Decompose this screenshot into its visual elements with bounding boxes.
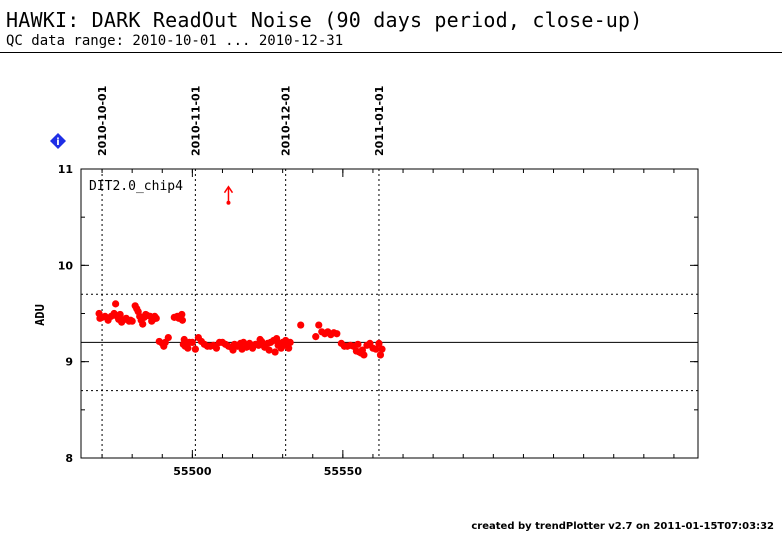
data-point bbox=[286, 338, 294, 346]
data-point bbox=[333, 330, 341, 338]
data-point bbox=[128, 317, 136, 325]
data-point bbox=[178, 316, 187, 324]
data-point bbox=[152, 314, 160, 322]
data-point bbox=[271, 348, 279, 356]
data-point bbox=[297, 321, 305, 329]
data-point bbox=[257, 337, 266, 346]
date-marker-label: 2010-11-01 bbox=[189, 86, 202, 156]
plot-frame bbox=[80, 168, 699, 459]
data-point bbox=[184, 344, 192, 352]
info-diamond-icon[interactable]: i bbox=[50, 133, 66, 149]
y-axis-label: ADU bbox=[33, 304, 47, 326]
data-point bbox=[376, 351, 385, 359]
chart-subtitle: QC data range: 2010-10-01 ... 2010-12-31 bbox=[6, 33, 344, 49]
data-point bbox=[188, 338, 196, 346]
data-point bbox=[191, 345, 199, 353]
data-point bbox=[164, 333, 172, 342]
data-point bbox=[315, 321, 323, 329]
data-point bbox=[212, 344, 221, 352]
data-point bbox=[178, 310, 186, 319]
header-divider bbox=[0, 52, 782, 53]
footer-credit: created by trendPlotter v2.7 on 2011-01-… bbox=[471, 521, 774, 532]
y-tick-label: 8 bbox=[65, 452, 73, 465]
data-point bbox=[378, 345, 386, 353]
y-tick-label: 9 bbox=[65, 356, 73, 369]
data-point bbox=[372, 345, 380, 353]
date-marker-label: 2011-01-01 bbox=[373, 86, 386, 156]
y-tick-label: 11 bbox=[58, 163, 73, 176]
data-point bbox=[112, 300, 120, 308]
date-marker-label: 2010-12-01 bbox=[280, 86, 293, 156]
data-point bbox=[116, 310, 124, 319]
data-point bbox=[375, 339, 383, 347]
date-marker-label: 2010-10-01 bbox=[96, 86, 109, 156]
data-point bbox=[265, 346, 273, 354]
data-point bbox=[139, 320, 147, 328]
x-tick-label: 55500 bbox=[173, 465, 212, 478]
data-point bbox=[360, 351, 368, 359]
x-tick-label: 55550 bbox=[324, 465, 363, 478]
chart-title: HAWKI: DARK ReadOut Noise (90 days perio… bbox=[6, 8, 643, 32]
info-icon-glyph: i bbox=[56, 137, 59, 148]
outlier-arrowhead bbox=[223, 185, 234, 194]
y-tick-label: 10 bbox=[58, 259, 74, 272]
data-point bbox=[354, 340, 362, 348]
data-point bbox=[285, 344, 293, 352]
data-point bbox=[312, 333, 320, 341]
panel-label: DIT2.0_chip4 bbox=[89, 179, 183, 194]
